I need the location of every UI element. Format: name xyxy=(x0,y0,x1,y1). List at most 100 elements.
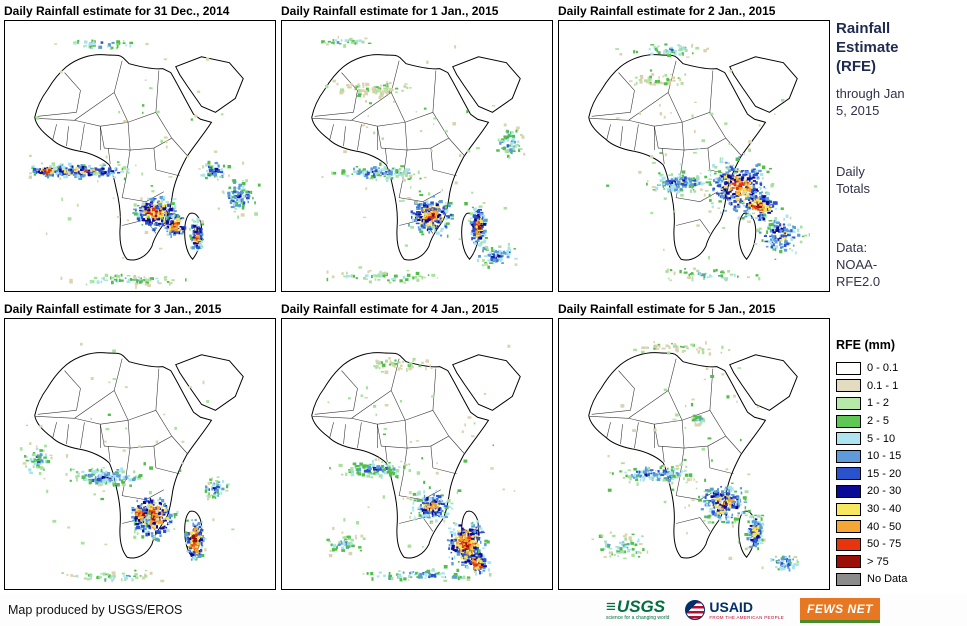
country-borders xyxy=(589,358,742,532)
map-frame xyxy=(4,20,276,292)
country-borders xyxy=(35,358,188,532)
legend-swatch xyxy=(836,414,861,428)
legend-row: 30 - 40 xyxy=(836,500,964,518)
legend-label: 15 - 20 xyxy=(867,467,902,480)
map-frame xyxy=(4,318,276,590)
map-title: Daily Rainfall estimate for 1 Jan., 2015 xyxy=(281,4,499,18)
sidebar-date-range: through Jan 5, 2015 xyxy=(836,86,905,119)
map-frame xyxy=(558,318,830,590)
legend-row: 40 - 50 xyxy=(836,518,964,536)
sidebar: Rainfall Estimate (RFE) through Jan 5, 2… xyxy=(836,20,964,588)
map-title: Daily Rainfall estimate for 31 Dec., 201… xyxy=(4,4,230,18)
legend-row: No Data xyxy=(836,571,964,589)
legend-swatch xyxy=(836,361,861,375)
map-credit: Map produced by USGS/EROS xyxy=(8,603,183,617)
legend-swatch xyxy=(836,502,861,516)
rainfall-raster xyxy=(606,43,818,282)
legend-row: 2 - 5 xyxy=(836,412,964,430)
rainfall-raster xyxy=(591,340,800,572)
legend-row: 15 - 20 xyxy=(836,465,964,483)
arabian-peninsula xyxy=(175,56,244,113)
legend-row: > 75 xyxy=(836,553,964,571)
sidebar-title: Rainfall Estimate (RFE) xyxy=(836,20,899,75)
map-frame xyxy=(281,318,553,590)
map-panel-3-jan-2015: Daily Rainfall estimate for 3 Jan., 2015 xyxy=(4,302,276,590)
legend-row: 50 - 75 xyxy=(836,535,964,553)
arabian-peninsula xyxy=(452,56,521,113)
legend-swatch xyxy=(836,555,861,569)
legend-label: 50 - 75 xyxy=(867,538,902,551)
arabian-peninsula xyxy=(729,354,798,411)
usaid-flag-icon xyxy=(685,599,706,620)
africa-landmass xyxy=(311,352,521,559)
legend-label: 40 - 50 xyxy=(867,520,902,533)
legend-label: 20 - 30 xyxy=(867,485,902,498)
legend-label: > 75 xyxy=(867,555,889,568)
map-panel-31-dec-2014: Daily Rainfall estimate for 31 Dec., 201… xyxy=(4,4,276,292)
legend-label: 30 - 40 xyxy=(867,503,902,516)
legend-swatch xyxy=(836,520,861,534)
map-panel-4-jan-2015: Daily Rainfall estimate for 4 Jan., 2015 xyxy=(281,302,553,590)
usaid-logo: USAID FROM THE AMERICAN PEOPLE xyxy=(685,598,785,621)
map-panel-2-jan-2015: Daily Rainfall estimate for 2 Jan., 2015 xyxy=(558,4,830,292)
sidebar-daily-totals: Daily Totals xyxy=(836,164,870,196)
map-title: Daily Rainfall estimate for 2 Jan., 2015 xyxy=(558,4,776,18)
rainfall-raster xyxy=(321,35,526,284)
legend-swatch xyxy=(836,396,861,410)
africa-landmass xyxy=(34,54,244,261)
arabian-peninsula xyxy=(452,354,521,411)
legend-label: 10 - 15 xyxy=(867,450,902,463)
country-borders xyxy=(312,358,465,532)
usgs-logo-text: USGS xyxy=(606,598,665,615)
legend-row: 0.1 - 1 xyxy=(836,377,964,395)
legend-swatch xyxy=(836,432,861,446)
map-panel-5-jan-2015: Daily Rainfall estimate for 5 Jan., 2015 xyxy=(558,302,830,590)
fewsnet-logo-text: FEWS NET xyxy=(807,601,874,616)
usgs-logo-tagline: science for a changing world xyxy=(606,615,670,621)
legend-swatch xyxy=(836,467,861,481)
usaid-logo-text: USAID xyxy=(709,598,753,615)
footer: Map produced by USGS/EROS USGS science f… xyxy=(0,594,967,626)
africa-map xyxy=(588,340,800,572)
legend-row: 5 - 10 xyxy=(836,430,964,448)
maps-grid: Daily Rainfall estimate for 31 Dec., 201… xyxy=(4,4,830,590)
usgs-logo: USGS science for a changing world xyxy=(606,598,669,622)
map-title: Daily Rainfall estimate for 4 Jan., 2015 xyxy=(281,302,499,316)
legend-label: 0 - 0.1 xyxy=(867,362,899,375)
legend-label: 1 - 2 xyxy=(867,397,890,410)
legend-swatch xyxy=(836,449,861,463)
africa-map xyxy=(28,39,261,289)
africa-landmass xyxy=(588,352,798,559)
footer-logos: USGS science for a changing world USAID … xyxy=(606,596,881,624)
legend-label: 2 - 5 xyxy=(867,415,890,428)
legend-swatch xyxy=(836,484,861,498)
arabian-peninsula xyxy=(175,354,244,411)
arabian-peninsula xyxy=(729,56,798,113)
legend-swatch xyxy=(836,379,861,393)
madagascar-island xyxy=(738,212,757,260)
legend-label: 5 - 10 xyxy=(867,432,896,445)
rainfall-raster xyxy=(20,342,235,583)
map-frame xyxy=(558,20,830,292)
legend-list: 0 - 0.1 0.1 - 1 1 - 2 2 - 5 5 - 10 10 - 15 15 … xyxy=(836,359,964,588)
legend-row: 0 - 0.1 xyxy=(836,359,964,377)
africa-map xyxy=(311,344,521,582)
map-title: Daily Rainfall estimate for 5 Jan., 2015 xyxy=(558,302,776,316)
legend-row: 1 - 2 xyxy=(836,395,964,413)
legend-label: 0.1 - 1 xyxy=(867,379,899,392)
legend-row: 20 - 30 xyxy=(836,483,964,501)
africa-landmass xyxy=(311,54,521,261)
legend-row: 10 - 15 xyxy=(836,447,964,465)
map-frame xyxy=(281,20,553,292)
fewsnet-logo: FEWS NET xyxy=(800,597,881,623)
africa-map xyxy=(311,35,526,284)
rainfall-raster xyxy=(28,39,261,289)
map-panel-1-jan-2015: Daily Rainfall estimate for 1 Jan., 2015 xyxy=(281,4,553,292)
legend-swatch xyxy=(836,572,861,586)
usaid-logo-tagline: FROM THE AMERICAN PEOPLE xyxy=(709,615,785,621)
rainfall-raster xyxy=(326,344,516,582)
sidebar-data-source: Data: NOAA-RFE2.0 xyxy=(836,239,881,289)
africa-landmass xyxy=(588,54,798,261)
legend-swatch xyxy=(836,537,861,551)
